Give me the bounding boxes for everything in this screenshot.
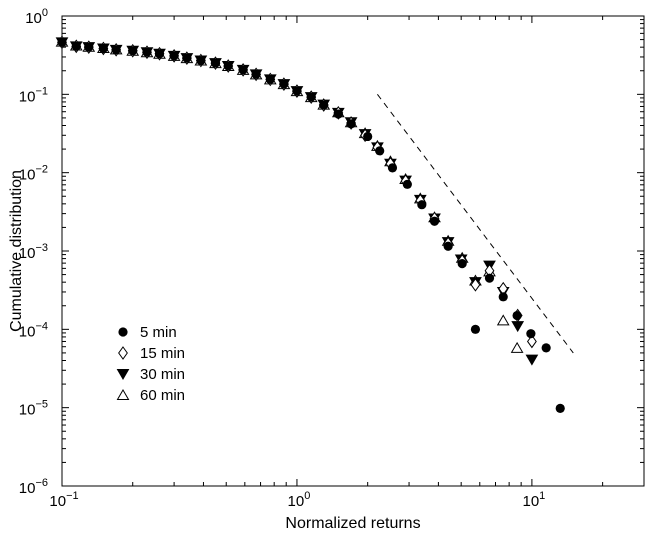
data-point [84,42,94,52]
data-point [429,216,440,226]
data-point [443,241,453,251]
y-tick-label: 100 [25,7,48,27]
legend-marker [116,369,130,380]
data-point [346,119,356,129]
data-point [375,146,385,156]
x-tick-label: 10−1 [49,490,78,510]
data-point [363,131,373,142]
data-point [511,321,525,333]
data-point [71,41,81,51]
x-tick-label: 100 [288,490,311,510]
data-point [111,45,121,55]
plot-frame [61,15,645,487]
data-point [98,43,108,54]
data-point [292,86,302,96]
data-point [333,109,343,119]
series-5-min [57,37,565,413]
data-points [55,35,565,413]
data-point [470,277,481,292]
x-tick-label: 101 [522,490,545,510]
legend-item: 5 min [118,324,177,341]
legend-item: 15 min [118,345,185,362]
data-point [484,273,495,283]
y-tick-label: 10−6 [19,477,48,497]
y-tick-label: 10−3 [19,242,48,262]
legend: 5 min 15 min 30 min 60 min [116,324,185,404]
legend-label: 60 min [140,387,185,404]
data-point [498,292,508,302]
y-tick-label: 10−5 [19,399,48,419]
data-point [525,354,539,366]
legend-label: 30 min [140,366,185,383]
data-point [142,47,152,57]
data-point [306,92,316,102]
data-point [196,55,206,66]
data-point [238,65,248,75]
data-point [526,329,536,339]
y-axis-label: Cumulative distribution [8,170,25,332]
data-point [555,403,565,413]
y-tick-label: 10−4 [19,320,48,340]
legend-marker [116,389,130,400]
y-tick-label: 10−1 [19,85,48,105]
axis-ticks: 10−1 100 101 100 10−1 10−2 10−3 10−4 10−5 10−6 [19,7,645,510]
data-point [154,49,165,59]
legend-label: 5 min [140,324,177,341]
data-point [387,163,398,173]
data-point [169,51,179,61]
data-point [182,53,192,63]
data-point [57,37,67,48]
legend-marker [118,327,128,337]
data-point [417,200,427,210]
data-point [265,74,275,85]
reference-line [377,94,574,354]
data-point [470,324,481,334]
data-point [496,314,510,326]
data-point [128,46,138,56]
data-point [402,179,412,189]
data-point [223,61,233,71]
data-point [210,58,221,68]
legend-marker [118,346,128,360]
data-point [510,341,524,353]
x-axis-label: Normalized returns [285,515,420,532]
legend-label: 15 min [140,345,185,362]
data-point [251,69,261,79]
data-point [526,334,537,349]
reference-line-group [377,94,574,354]
legend-item: 60 min [116,387,185,404]
series-15-min [57,35,537,349]
legend-item: 30 min [116,366,185,383]
data-point [279,79,289,89]
data-point [319,100,329,110]
data-point [512,310,522,321]
data-point [457,259,467,269]
data-point [541,343,551,353]
y-tick-label: 10−2 [19,164,48,184]
